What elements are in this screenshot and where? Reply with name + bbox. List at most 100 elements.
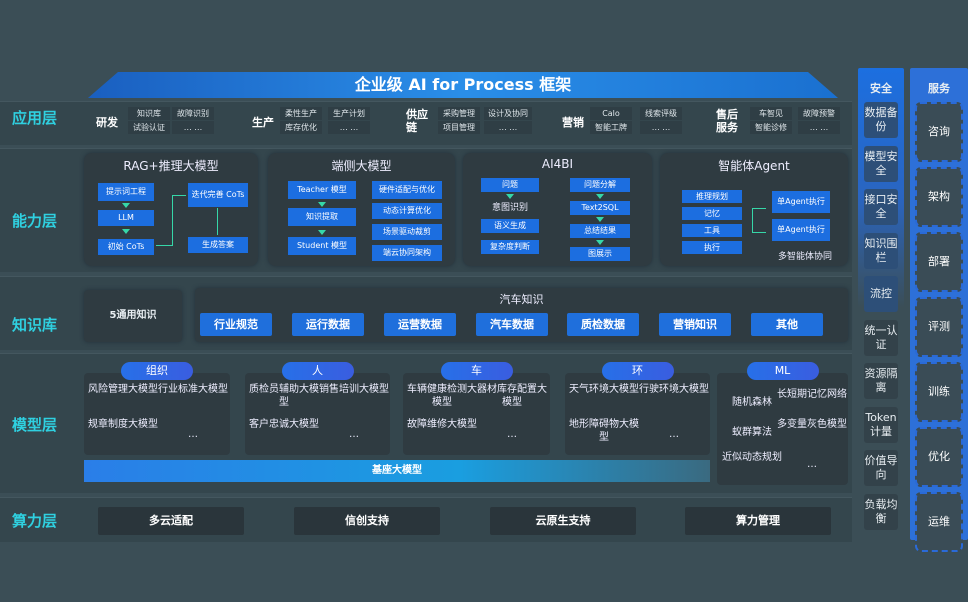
agent-memory: 记忆 <box>682 207 742 220</box>
model-item: … <box>349 429 359 440</box>
auto-knowledge-title: 汽车知识 <box>499 293 544 306</box>
app-item: 生产计划 <box>328 107 370 120</box>
arrow-icon <box>596 217 604 222</box>
model-item: 风险管理大模型 <box>88 384 158 395</box>
model-item: 地形障碍物大模型 <box>569 419 639 443</box>
knowledge-chip: 运营数据 <box>384 313 456 336</box>
model-item: 客户忠诚大模型 <box>249 419 319 430</box>
agent-tool: 工具 <box>682 224 742 237</box>
bi-text2sql: Text2SQL <box>570 201 630 215</box>
edge-dyn: 动态计算优化 <box>372 203 442 219</box>
model-group-pill: 组织 <box>121 362 193 380</box>
rag-prompt: 提示词工程 <box>98 183 154 201</box>
app-item: 库存优化 <box>280 121 322 134</box>
arrow-icon <box>122 229 130 234</box>
model-card-3 <box>565 373 710 455</box>
security-item: 价值导向 <box>864 450 898 486</box>
model-item: 规章制度大模型 <box>88 419 158 430</box>
edge-cloud: 端云协同架构 <box>372 245 442 261</box>
service-item: 运维 <box>915 492 963 552</box>
bi-intent: 意图识别 <box>491 203 528 213</box>
model-item: 器材库存配置大模型 <box>477 384 547 408</box>
compute-item: 信创支持 <box>294 507 440 535</box>
app-group-3: 营销 <box>562 116 584 129</box>
service-item: 训练 <box>915 362 963 422</box>
model-item: … <box>807 459 817 470</box>
ai4bi-title: AI4BI <box>541 157 574 171</box>
model-item: 行业标准大模型 <box>158 384 228 395</box>
agent-single-2: 单Agent执行 <box>772 219 830 241</box>
capability-layer-label: 能力层 <box>12 212 58 230</box>
knowledge-chip: 汽车数据 <box>476 313 548 336</box>
compute-item: 多云适配 <box>98 507 244 535</box>
bi-question: 问题 <box>481 178 539 192</box>
model-layer-label: 模型层 <box>12 416 58 434</box>
bi-chart: 图展示 <box>570 247 630 261</box>
app-item: Calo <box>590 107 632 120</box>
edge-hw: 硬件适配与优化 <box>372 181 442 199</box>
model-item: 多变量灰色模型 <box>777 419 847 430</box>
arrow-icon <box>318 202 326 207</box>
model-item: 行驶环境大模型 <box>639 384 709 395</box>
service-item: 部署 <box>915 232 963 292</box>
security-item: 接口安全 <box>864 189 898 225</box>
security-item: 负载均衡 <box>864 493 898 530</box>
app-group-0: 研发 <box>96 116 118 129</box>
model-item: 蚁群算法 <box>732 427 772 438</box>
edge-title: 端侧大模型 <box>331 159 392 173</box>
rag-llm: LLM <box>98 210 154 226</box>
agent-exec: 执行 <box>682 241 742 254</box>
edge-panel: 端侧大模型 Teacher 模型 知识提取 Student 模型 硬件适配与优化… <box>268 153 455 266</box>
service-item: 咨询 <box>915 102 963 162</box>
app-item: 试验认证 <box>128 121 170 134</box>
rag-answer: 生成答案 <box>188 237 248 253</box>
bi-complexity: 复杂度判断 <box>481 240 539 254</box>
arrow-icon <box>506 194 514 199</box>
model-card-2 <box>403 373 550 455</box>
compute-item: 云原生支持 <box>490 507 636 535</box>
model-item: 质检员辅助大模型 <box>249 384 319 408</box>
app-group-4: 售后服务 <box>716 108 738 134</box>
bi-summary: 总结结果 <box>570 224 630 238</box>
security-item: 资源隔离 <box>864 363 898 399</box>
model-group-pill: 环 <box>601 362 674 380</box>
app-item: 智能诊修 <box>750 121 792 134</box>
model-group-pill: ML <box>746 362 819 380</box>
rag-title: RAG+推理大模型 <box>123 159 219 173</box>
security-item: 模型安全 <box>864 145 898 182</box>
knowledge-chip: 其他 <box>751 313 823 336</box>
app-item: 智能工牌 <box>590 121 632 134</box>
edge-extract: 知识提取 <box>288 208 356 226</box>
arrow-icon <box>318 230 326 235</box>
service-item: 评测 <box>915 297 963 357</box>
compute-layer-label: 算力层 <box>12 512 58 530</box>
app-layer-label: 应用层 <box>12 109 58 127</box>
security-item: 统一认证 <box>864 319 898 356</box>
model-item: 故障维修大模型 <box>407 419 477 430</box>
rag-iterate: 迭代完善 CoTs <box>188 183 248 207</box>
ai4bi-panel: AI4BI 问题 意图识别 语义生成 复杂度判断 问题分解 Text2SQL 总… <box>463 153 652 266</box>
model-item: 天气环境大模型 <box>569 384 639 395</box>
model-item: 随机森林 <box>732 397 772 408</box>
arrow-icon <box>596 194 604 199</box>
model-item: … <box>669 429 679 440</box>
knowledge-chip: 质检数据 <box>567 313 639 336</box>
edge-teacher: Teacher 模型 <box>288 181 356 199</box>
knowledge-chip: 行业规范 <box>200 313 272 336</box>
model-item: 销售培训大模型 <box>319 384 389 395</box>
edge-student: Student 模型 <box>288 237 356 255</box>
model-item: 长短期记忆网络 <box>777 389 847 400</box>
rag-cots: 初始 CoTs <box>98 239 154 255</box>
agent-plan: 推理规划 <box>682 190 742 203</box>
app-item: … … <box>640 121 682 134</box>
base-model-bar: 基座大模型 <box>84 460 710 482</box>
rag-panel: RAG+推理大模型 提示词工程 LLM 初始 CoTs 迭代完善 CoTs 生成… <box>84 153 258 266</box>
general-knowledge: 5通用知识 <box>84 290 182 342</box>
app-item: 车智见 <box>750 107 792 120</box>
app-item: 采购管理 <box>438 107 480 120</box>
compute-item: 算力管理 <box>685 507 831 535</box>
model-group-pill: 人 <box>281 362 354 380</box>
agent-caption: 多智能体协同 <box>777 252 832 262</box>
app-item: 项目管理 <box>438 121 480 134</box>
model-item: … <box>188 429 198 440</box>
